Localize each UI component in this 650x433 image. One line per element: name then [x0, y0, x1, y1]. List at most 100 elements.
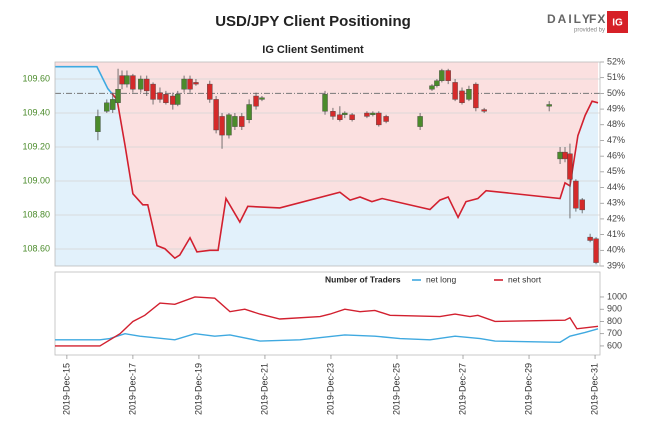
net-long-area	[55, 66, 599, 267]
candle-body	[181, 78, 187, 90]
candle-body	[466, 88, 472, 100]
candle-body	[163, 94, 169, 104]
y-tick-label: 108.80	[22, 209, 50, 219]
y2-tick-label: 40%	[607, 245, 625, 255]
y-tick-label: 1000	[607, 291, 627, 301]
candle-body	[144, 78, 150, 92]
logo-badge: IG	[612, 18, 623, 29]
candle-body	[337, 114, 343, 120]
candle-body	[115, 88, 121, 103]
candle-body	[175, 94, 181, 105]
x-tick-label: 2019-Dec-29	[523, 363, 533, 415]
plot-frame	[54, 271, 601, 356]
candle-body	[226, 114, 232, 136]
y-tick-label: 600	[607, 340, 622, 350]
y2-tick-label: 39%	[607, 260, 625, 270]
candle-body	[259, 97, 265, 100]
y-tick-label: 109.40	[22, 107, 50, 117]
y2-tick-label: 46%	[607, 151, 625, 161]
candle-body	[573, 180, 579, 209]
candle-body	[429, 85, 435, 90]
candle-body	[130, 75, 136, 90]
candle-body	[104, 102, 110, 112]
candle-body	[193, 82, 199, 85]
candle-body	[330, 111, 336, 117]
candle-body	[481, 109, 487, 112]
candle-body	[119, 75, 125, 85]
x-tick-label: 2019-Dec-17	[127, 363, 137, 415]
y2-tick-label: 50%	[607, 88, 625, 98]
candle-body	[219, 116, 225, 136]
candle-body	[370, 112, 376, 115]
y2-tick-label: 47%	[607, 135, 625, 145]
logo: DAILY FX provided by IG	[547, 11, 628, 34]
candle-body	[567, 153, 573, 180]
candle-body	[439, 70, 445, 81]
candle-body	[157, 92, 163, 100]
sentiment-line	[55, 65, 599, 260]
candle-body	[376, 112, 382, 126]
x-tick-label: 2019-Dec-19	[193, 363, 203, 415]
candle-body	[239, 116, 245, 127]
candle-body	[150, 83, 156, 100]
x-tick-label: 2019-Dec-15	[61, 363, 71, 415]
y2-tick-label: 48%	[607, 119, 625, 129]
candle-body	[138, 78, 144, 90]
candle-body	[445, 70, 451, 81]
candle-body	[187, 78, 193, 90]
candle-body	[452, 82, 458, 100]
candle-body	[364, 112, 370, 117]
candle-body	[593, 238, 599, 263]
x-tick-label: 2019-Dec-25	[391, 363, 401, 415]
net-short-area	[55, 62, 599, 259]
candle-body	[342, 112, 348, 115]
series-line	[55, 296, 599, 347]
x-tick-label: 2019-Dec-27	[457, 363, 467, 415]
y2-tick-label: 44%	[607, 182, 625, 192]
candle-body	[459, 90, 465, 104]
candle-body	[124, 75, 130, 85]
x-tick-label: 2019-Dec-23	[325, 363, 335, 415]
chart-title: USD/JPY Client Positioning	[215, 13, 411, 30]
y-tick-label: 900	[607, 304, 622, 314]
chart-subtitle: IG Client Sentiment	[262, 44, 364, 56]
y2-tick-label: 42%	[607, 213, 625, 223]
logo-byline: provided by	[574, 28, 605, 34]
candle-body	[110, 99, 116, 110]
y2-tick-label: 51%	[607, 72, 625, 82]
y-tick-label: 800	[607, 316, 622, 326]
candle-body	[579, 199, 585, 211]
candle-body	[95, 116, 101, 132]
candle-body	[207, 83, 213, 100]
candle-body	[213, 99, 219, 131]
candle-body	[546, 104, 552, 107]
legend-label: net short	[508, 274, 542, 284]
candle-body	[562, 151, 568, 160]
candle-body	[473, 83, 479, 109]
candle-body	[557, 151, 563, 160]
candle-body	[349, 114, 355, 120]
y2-tick-label: 52%	[607, 56, 625, 66]
y2-tick-label: 41%	[607, 229, 625, 239]
candle-body	[170, 95, 176, 105]
logo-badge-box	[607, 11, 628, 33]
y2-tick-label: 45%	[607, 166, 625, 176]
y-tick-label: 108.60	[22, 243, 50, 253]
y-tick-label: 109.60	[22, 73, 50, 83]
logo-brand-accent: FX	[589, 12, 606, 26]
plot-frame	[54, 61, 601, 267]
legend-label: net long	[426, 274, 457, 284]
x-tick-label: 2019-Dec-31	[589, 363, 599, 415]
x-tick-label: 2019-Dec-21	[259, 363, 269, 415]
candle-body	[383, 116, 389, 122]
candle-body	[434, 80, 440, 86]
candle-body	[417, 116, 423, 127]
logo-brand: DAILY	[547, 12, 592, 26]
y2-tick-label: 43%	[607, 198, 625, 208]
candle-body	[246, 104, 252, 121]
series-line	[55, 328, 599, 343]
y2-tick-label: 49%	[607, 103, 625, 113]
candle-body	[322, 94, 328, 112]
